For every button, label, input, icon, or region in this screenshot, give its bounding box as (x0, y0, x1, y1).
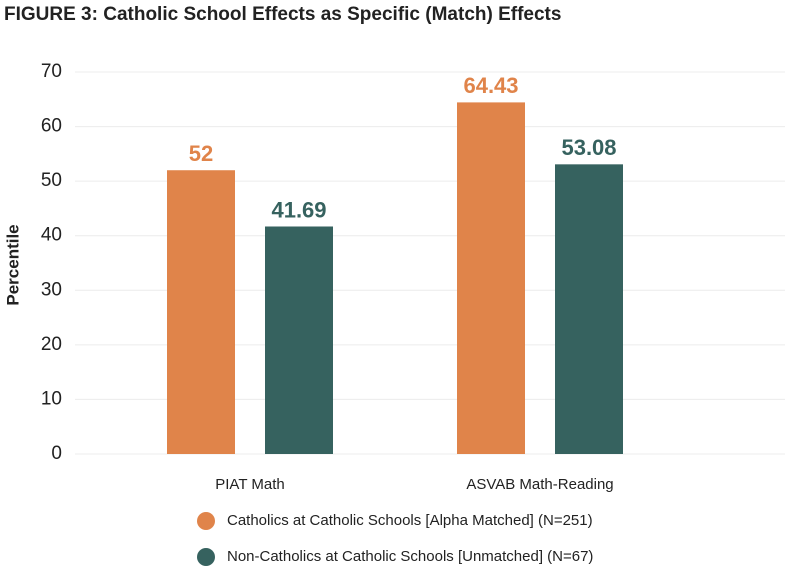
legend-marker (197, 512, 215, 530)
bar (265, 226, 333, 454)
chart-title: FIGURE 3: Catholic School Effects as Spe… (4, 4, 561, 25)
y-tick-label: 20 (41, 334, 62, 355)
value-label: 52 (189, 141, 213, 166)
y-tick-label: 50 (41, 170, 62, 191)
bar (457, 102, 525, 454)
bar (555, 164, 623, 455)
bar (167, 170, 235, 454)
x-tick-label: PIAT Math (215, 476, 284, 493)
y-tick-label: 70 (41, 61, 62, 82)
y-tick-label: 40 (41, 225, 62, 246)
y-tick-label: 0 (51, 443, 62, 464)
y-tick-label: 30 (41, 279, 62, 300)
y-tick-label: 10 (41, 388, 62, 409)
x-tick-label: ASVAB Math-Reading (466, 476, 613, 493)
legend-marker (197, 548, 215, 566)
value-label: 41.69 (271, 197, 326, 222)
value-label: 53.08 (561, 135, 616, 160)
y-tick-label: 60 (41, 116, 62, 137)
value-label: 64.43 (463, 73, 518, 98)
legend-label: Catholics at Catholic Schools [Alpha Mat… (227, 512, 593, 529)
y-axis-label: Percentile (3, 224, 22, 305)
legend-label: Non-Catholics at Catholic Schools [Unmat… (227, 548, 593, 565)
